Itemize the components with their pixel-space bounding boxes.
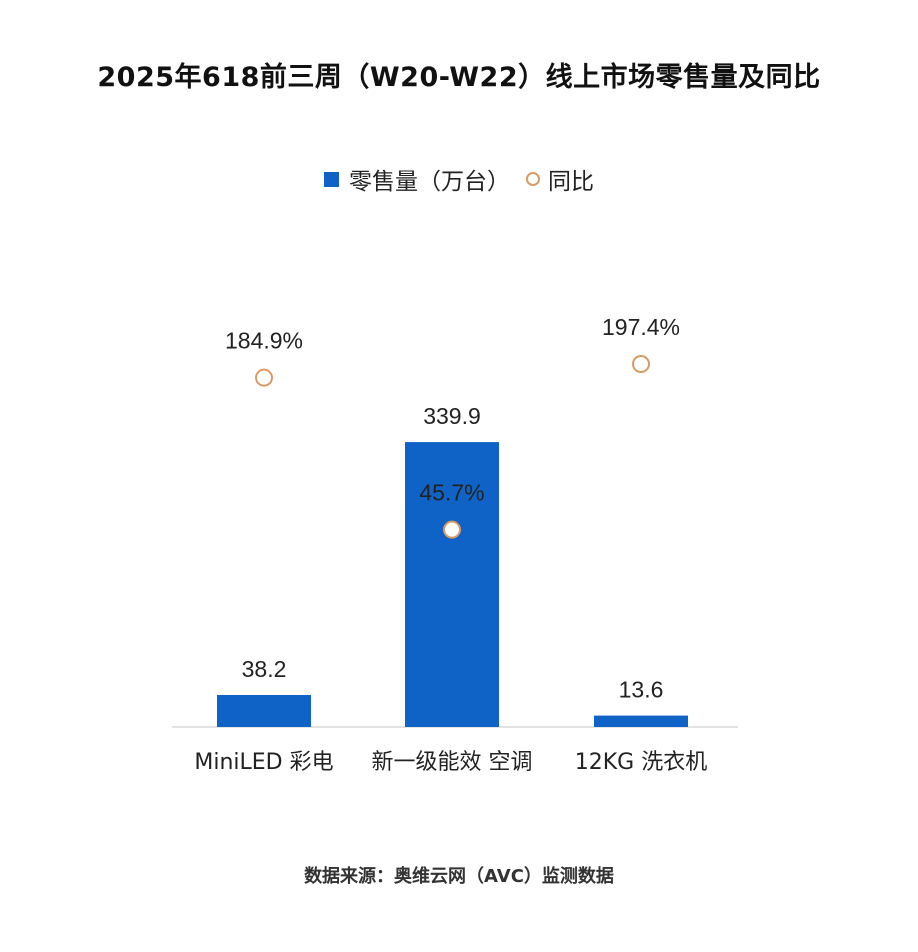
x-tick-label-0: MiniLED 彩电	[194, 750, 333, 775]
chart-title: 2025年618前三周（W20-W22）线上市场零售量及同比	[97, 62, 821, 93]
bar-2	[594, 715, 688, 727]
bar-value-label-0: 38.2	[242, 656, 287, 682]
yoy-marker-0	[255, 368, 273, 387]
bar-value-label-2: 13.6	[619, 677, 664, 703]
yoy-marker-1	[443, 520, 461, 539]
yoy-marker-2	[632, 355, 650, 374]
chart-legend: 零售量（万台） 同比	[0, 162, 918, 196]
legend-item-yoy: 同比	[526, 162, 594, 196]
yoy-value-label-1: 45.7%	[419, 480, 484, 506]
bar-0	[217, 694, 311, 727]
yoy-value-label-0: 184.9%	[225, 328, 303, 354]
bar-value-label-1: 339.9	[423, 403, 481, 429]
legend-circle-marker-icon	[526, 172, 540, 186]
x-tick-label-1: 新一级能效 空调	[372, 750, 533, 775]
legend-item-sales: 零售量（万台）	[324, 162, 510, 196]
x-tick-label-2: 12KG 洗衣机	[575, 750, 707, 775]
data-source-note: 数据来源：奥维云网（AVC）监测数据	[304, 866, 614, 887]
legend-bar-swatch-icon	[324, 171, 339, 187]
legend-yoy-label: 同比	[548, 169, 594, 195]
legend-sales-label: 零售量（万台）	[349, 169, 510, 195]
bar-1	[405, 442, 499, 727]
yoy-value-label-2: 197.4%	[602, 314, 680, 340]
